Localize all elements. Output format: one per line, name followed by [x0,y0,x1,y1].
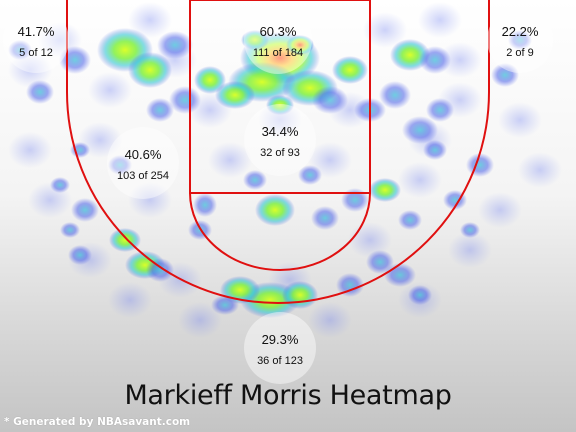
faint-blob [363,12,407,48]
faint-blob [438,42,482,78]
chart-title: Markieff Morris Heatmap [124,380,452,411]
zone-count-label: 32 of 93 [260,147,300,159]
heat-blob [443,190,467,210]
heat-blob [286,35,314,55]
heat-layer [8,28,532,318]
zone-count-label: 111 of 184 [253,47,303,59]
faint-blob [178,302,222,338]
zone-mid-range: 40.6% 103 of 254 [107,127,179,199]
zone-count-label: 2 of 9 [506,47,534,59]
heat-blob [128,52,172,88]
free-throw-circle [189,192,371,271]
zone-pct-label: 41.7% [18,24,55,39]
credit-text: * Generated by NBAsavant.com [4,416,191,428]
heat-blob [426,98,454,122]
zone-right-corner-three: 22.2% 2 of 9 [487,7,553,73]
heat-blob [26,80,54,104]
zone-circle [244,6,312,74]
zone-restricted-area: 60.3% 111 of 184 [244,6,312,74]
heat-blob [311,206,339,230]
heat-blob [466,153,494,177]
faint-blob [398,162,442,198]
heat-blob [243,170,267,190]
faint-blob [308,302,352,338]
faint-blob [478,192,522,228]
heat-blob [146,258,174,282]
court-lines [66,0,490,304]
heat-blob [312,86,348,114]
heat-blob [508,30,532,50]
heat-blob [332,56,368,84]
heat-blob [336,273,364,297]
heat-blob [146,98,174,122]
faint-blob [518,152,562,188]
zone-count-label: 5 of 12 [19,47,53,59]
heat-blob [60,222,80,238]
faint-blob [418,2,462,38]
zone-count-label: 36 of 123 [257,355,303,367]
heat-blob [71,198,99,222]
heat-blob [402,116,438,144]
paint-box [189,0,371,194]
zone-above-break-three: 29.3% 36 of 123 [244,312,316,384]
faint-blob [8,52,52,88]
faint-blob [8,132,52,168]
faint-blob [498,102,542,138]
heat-blob [408,285,432,305]
heat-blob [419,46,451,74]
heat-blob [341,188,369,212]
heat-blob [423,140,447,160]
zone-labels: 41.7% 5 of 12 60.3% 111 of 184 22.2% 2 of 9 34… [3,6,553,384]
heat-blob [266,95,294,115]
heat-blob [398,210,422,230]
faint-blob [108,282,152,318]
heat-blob [366,250,394,274]
zone-pct-label: 29.3% [262,332,299,347]
zone-circle [244,104,316,176]
zone-circle [244,312,316,384]
faint-blob [88,72,132,108]
heat-blob [108,155,132,175]
zone-count-label: 103 of 254 [117,170,169,182]
heat-blob [282,281,318,309]
heat-blob [157,31,193,59]
zone-circle [487,7,553,73]
faint-blob [128,2,172,38]
faint-blob [128,182,172,218]
zone-pct-label: 34.4% [262,124,299,139]
zone-pct-label: 22.2% [502,24,539,39]
faint-blob [448,232,492,268]
heat-blob [193,193,217,217]
zone-pct-label: 60.3% [260,24,297,39]
heat-blob [241,30,269,50]
zone-left-corner-three: 41.7% 5 of 12 [3,7,69,73]
heat-blob [298,165,322,185]
zone-pct-label: 40.6% [125,147,162,162]
heat-blob [255,194,295,226]
heat-blob [169,86,201,114]
heat-blob [211,295,239,315]
heat-blob [384,263,416,287]
faint-blob [208,142,252,178]
zone-paint-non-ra: 34.4% 32 of 93 [244,104,316,176]
three-point-arc [66,91,490,304]
heat-blob [491,63,519,87]
zone-circle [107,127,179,199]
heat-blob [50,177,70,193]
heat-blob [215,81,255,109]
heat-blob [379,81,411,109]
faint-haze-layer [8,2,562,338]
heat-blob [369,178,401,202]
zone-circle [3,7,69,73]
heat-blob [460,222,480,238]
heat-blob [194,66,226,94]
heat-blob [8,40,32,60]
heat-blob [68,245,92,265]
